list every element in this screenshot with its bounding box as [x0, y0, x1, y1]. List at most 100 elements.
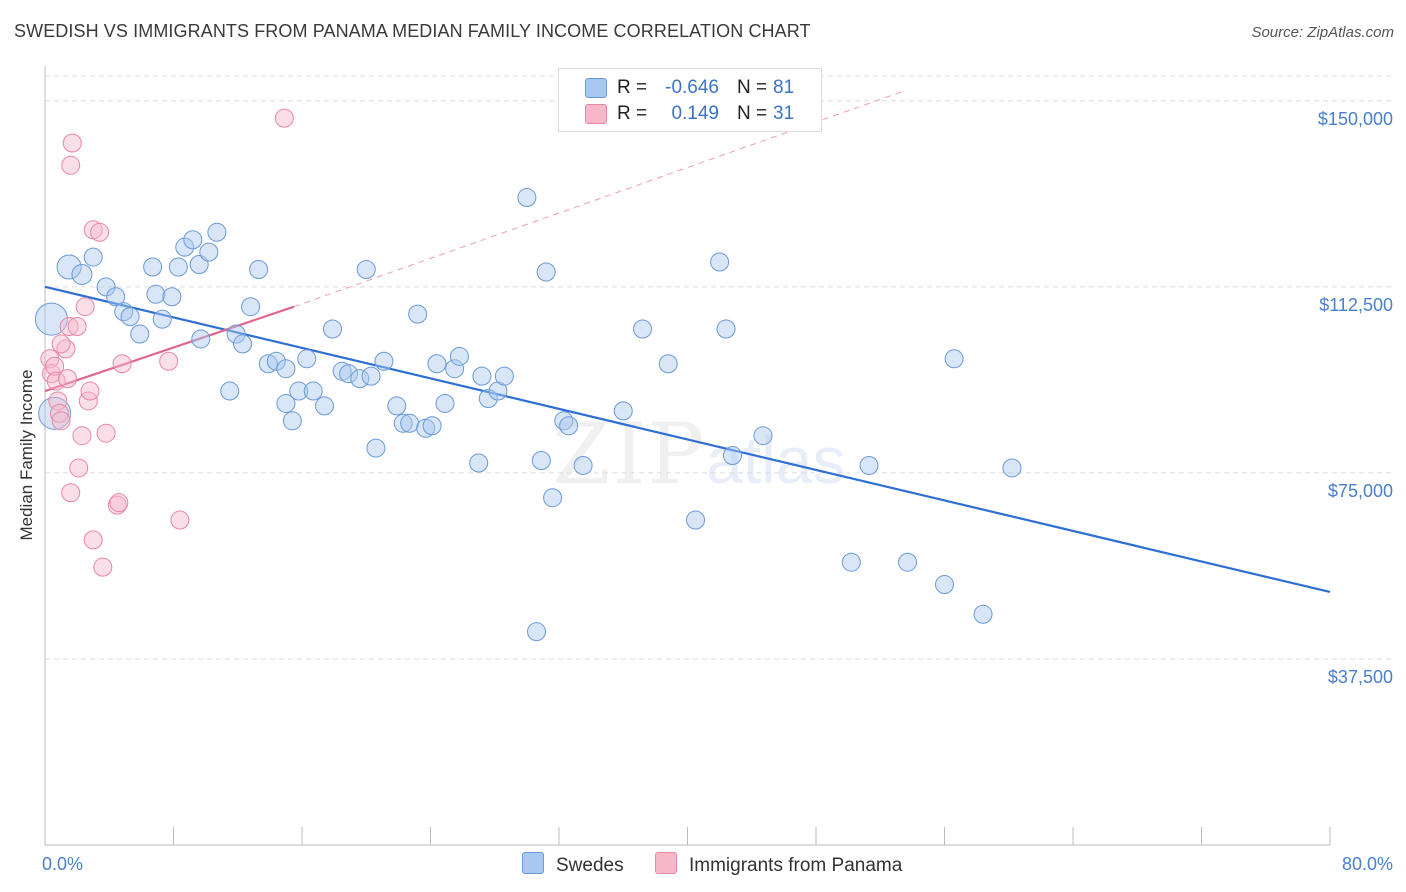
legend-n-label: N = [737, 77, 768, 98]
point-panama [112, 354, 132, 374]
point-swedes [716, 319, 736, 339]
point-panama [78, 391, 98, 411]
watermark: ZIPatlas [552, 405, 846, 503]
legend-swatch-swedes [585, 78, 607, 98]
legend-r-label: R = [617, 103, 648, 124]
point-panama [62, 133, 82, 153]
point-panama [80, 381, 100, 401]
point-swedes [207, 222, 227, 242]
point-swedes [71, 263, 93, 285]
point-panama [93, 557, 113, 577]
point-swedes [183, 230, 203, 250]
point-panama [90, 222, 110, 242]
x-tick-label-min: 0.0% [42, 854, 83, 874]
point-swedes [282, 411, 302, 431]
point-swedes [361, 366, 381, 386]
legend-r-value: -0.646 [665, 77, 719, 98]
axes [44, 66, 1331, 846]
point-swedes [517, 188, 537, 208]
point-panama [48, 391, 68, 411]
point-swedes [114, 302, 134, 322]
watermark-zip: ZIP [552, 405, 707, 503]
point-swedes [613, 401, 633, 421]
point-panama [72, 426, 92, 446]
point-swedes [527, 622, 547, 642]
point-swedes [297, 349, 317, 369]
point-swedes [435, 393, 455, 413]
point-swedes [323, 319, 343, 339]
tick-labels: $37,500 $75,000 $112,500 $150,000 0.0% 80.0% [42, 109, 1393, 874]
point-swedes [543, 488, 563, 508]
point-swedes [898, 552, 918, 572]
point-swedes [478, 388, 498, 408]
series-legend-swedes[interactable]: Swedes [522, 852, 624, 877]
point-swedes [34, 302, 68, 336]
legend-row-panama: R = 0.149 N = 31 [559, 101, 821, 127]
point-panama [75, 297, 95, 317]
trend-line-swedes [44, 285, 1331, 594]
y-tick-label: $37,500 [1328, 667, 1393, 687]
series-legend: Swedes Immigrants from Panama [0, 852, 1406, 878]
point-swedes [494, 366, 514, 386]
point-swedes [366, 438, 386, 458]
series-legend-panama[interactable]: Immigrants from Panama [655, 852, 902, 877]
point-swedes [408, 304, 428, 324]
point-swedes [559, 416, 579, 436]
point-swedes [276, 359, 296, 379]
y-tick-label: $112,500 [1319, 295, 1393, 315]
point-panama [57, 369, 77, 389]
point-swedes [303, 381, 323, 401]
point-swedes [427, 354, 447, 374]
point-panama [67, 317, 87, 337]
point-panama [51, 411, 71, 431]
point-swedes [191, 329, 211, 349]
series-label-swedes: Swedes [556, 855, 624, 876]
point-swedes [233, 334, 253, 354]
point-swedes [152, 309, 172, 329]
series-label-panama: Immigrants from Panama [689, 855, 903, 876]
point-panama [61, 155, 81, 175]
point-swedes [168, 257, 188, 277]
point-panama [49, 403, 69, 423]
point-swedes [276, 393, 296, 413]
point-swedes [422, 416, 442, 436]
point-swedes [314, 396, 334, 416]
point-swedes [106, 287, 126, 307]
grid-lines [45, 75, 1392, 660]
point-panama [51, 334, 71, 354]
point-swedes [339, 364, 359, 384]
point-swedes [973, 604, 993, 624]
point-swedes [56, 254, 82, 280]
point-swedes [356, 259, 376, 279]
source-label: Source: ZipAtlas.com [1251, 24, 1394, 41]
point-swedes [633, 319, 653, 339]
y-tick-label: $150,000 [1318, 109, 1393, 129]
point-swedes [393, 413, 413, 433]
legend-n-value: 81 [773, 77, 795, 98]
series-swatch-panama [655, 852, 677, 874]
point-swedes [722, 446, 742, 466]
point-panama [61, 483, 81, 503]
point-panama [96, 423, 116, 443]
point-swedes [472, 366, 492, 386]
point-panama [170, 510, 190, 530]
point-swedes [130, 324, 150, 344]
point-swedes [841, 552, 861, 572]
point-swedes [686, 510, 706, 530]
point-swedes [289, 381, 309, 401]
point-swedes [199, 242, 219, 262]
point-swedes [935, 575, 954, 595]
correlation-legend: R = -0.646 N = 81 R = 0.149 N = 31 [558, 68, 822, 132]
point-swedes [162, 287, 182, 307]
point-swedes [1002, 458, 1022, 478]
point-panama [45, 356, 65, 376]
legend-swatch-panama [585, 104, 607, 124]
legend-r-value: 0.149 [671, 103, 719, 124]
point-swedes [387, 396, 407, 416]
series-swatch-swedes [522, 852, 544, 874]
point-swedes [258, 354, 278, 374]
data-points [34, 108, 1022, 642]
point-swedes [96, 277, 116, 297]
point-swedes [226, 324, 246, 344]
point-swedes [374, 351, 394, 371]
